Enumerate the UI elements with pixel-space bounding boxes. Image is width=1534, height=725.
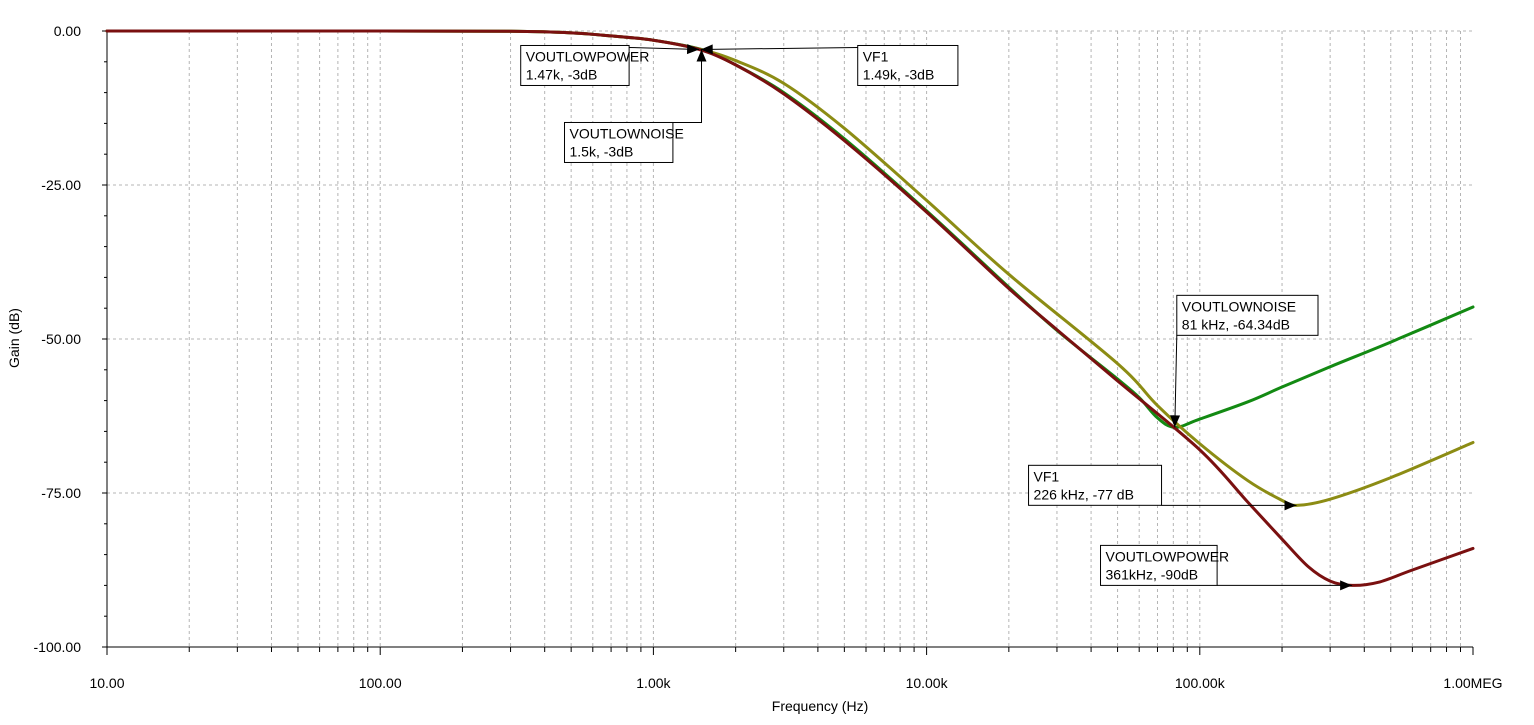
- annotation-box: [1028, 464, 1163, 506]
- x-tick-label: 100.00k: [1175, 675, 1226, 691]
- x-tick-label: 1.00MEG: [1443, 675, 1502, 691]
- annotation-5: VF1 226 kHz, -77 dB: [1028, 464, 1163, 506]
- annotation-value: 226 kHz, -77 dB: [1034, 486, 1134, 502]
- annotation-label: VOUTLOWNOISE: [1182, 298, 1296, 314]
- annotations: VOUTLOWPOWER 1.47k, -3dB VF1 1.49k, -3dB VOU…: [520, 44, 1353, 591]
- annotation-arrowhead: [700, 44, 713, 55]
- series-line-voutlowpower: [105, 29, 1475, 587]
- annotation-leader: [672, 49, 703, 123]
- annotation-box: [564, 121, 674, 163]
- annotation-6: VOUTLOWPOWER 361kHz, -90dB: [1100, 544, 1230, 586]
- annotation-label: VOUTLOWNOISE: [570, 125, 684, 141]
- annotation-label: VF1: [1034, 468, 1060, 484]
- y-tick-label: 0.00: [54, 23, 81, 39]
- annotation-box: [1100, 544, 1218, 586]
- annotation-3: VOUTLOWNOISE 1.5k, -3dB: [564, 121, 684, 163]
- annotation-arrowhead: [1340, 580, 1353, 591]
- y-tick-label: -25.00: [41, 177, 81, 193]
- annotation-label: VOUTLOWPOWER: [1106, 548, 1230, 564]
- y-tick-label: -100.00: [34, 639, 82, 655]
- annotation-1: VOUTLOWPOWER 1.47k, -3dB: [520, 44, 650, 86]
- annotation-leader: [700, 46, 858, 50]
- x-tick-label: 10.00k: [906, 675, 949, 691]
- y-tick-label: -50.00: [41, 331, 81, 347]
- annotation-value: 1.5k, -3dB: [570, 143, 634, 159]
- x-tick-label: 1.00k: [636, 675, 671, 691]
- annotation-arrowhead: [1284, 500, 1297, 511]
- annotation-leader: [1174, 335, 1178, 428]
- annotation-label: VF1: [863, 48, 889, 64]
- annotation-value: 361kHz, -90dB: [1106, 566, 1199, 582]
- annotation-box: [520, 44, 630, 86]
- series-line-voutlownoise: [105, 29, 1475, 429]
- annotation-box: [857, 44, 959, 86]
- annotation-value: 1.49k, -3dB: [863, 66, 935, 82]
- annotation-value: 1.47k, -3dB: [526, 66, 598, 82]
- annotation-arrowhead: [1170, 415, 1181, 428]
- annotation-4: VOUTLOWNOISE 81 kHz, -64.34dB: [1176, 294, 1319, 336]
- annotation-arrowhead: [686, 44, 700, 55]
- grid: [107, 30, 1473, 647]
- annotation-box: [1176, 294, 1319, 336]
- x-axis-title: Frequency (Hz): [772, 698, 868, 714]
- y-tick-label: -75.00: [41, 485, 81, 501]
- annotation-arrowhead: [696, 49, 707, 62]
- annotation-2: VF1 1.49k, -3dB: [857, 44, 959, 86]
- series-line-vf1: [105, 29, 1475, 507]
- y-axis-title: Gain (dB): [6, 308, 22, 368]
- x-tick-label: 10.00: [89, 675, 124, 691]
- annotation-value: 81 kHz, -64.34dB: [1182, 316, 1290, 332]
- tick-labels: 0.00 -25.00 -50.00 -75.00 -100.00 10.00 100.00…: [34, 23, 1503, 691]
- x-tick-label: 100.00: [359, 675, 402, 691]
- plot-frame: [102, 30, 1474, 655]
- annotation-label: VOUTLOWPOWER: [526, 48, 650, 64]
